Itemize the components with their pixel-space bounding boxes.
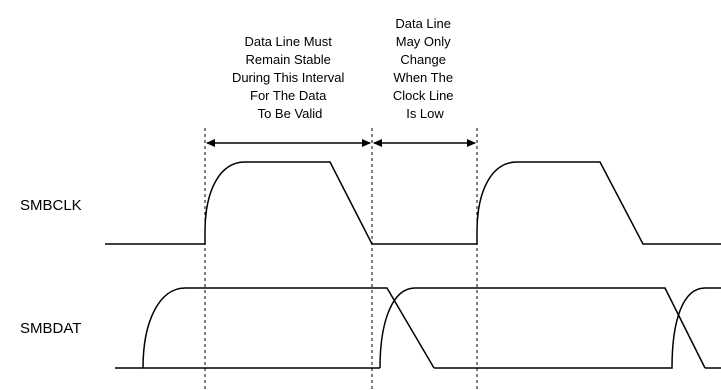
arrowhead-right	[362, 139, 371, 147]
arrowhead-left	[373, 139, 382, 147]
arrowhead-right	[467, 139, 476, 147]
stable-interval-note: Data Line Must Remain Stable During This…	[232, 34, 348, 121]
stable-note-line-3: During This Interval	[232, 70, 345, 85]
change-interval-arrow	[373, 139, 476, 147]
change-note-line-2: May Only	[396, 34, 451, 49]
change-note-line-4: When The	[393, 70, 453, 85]
stable-note-line-4: For The Data	[250, 88, 327, 103]
change-note-line-1: Data Line	[395, 16, 451, 31]
change-note-line-5: Clock Line	[393, 88, 454, 103]
smbdat-waveform-high-2	[379, 287, 706, 369]
smbclk-label: SMBCLK	[20, 197, 82, 214]
smbdat-waveform-high	[115, 287, 435, 369]
stable-note-line-1: Data Line Must	[244, 34, 332, 49]
smbclk-waveform	[105, 161, 721, 245]
change-note-line-3: Change	[400, 52, 446, 67]
stable-note-line-2: Remain Stable	[246, 52, 331, 67]
stable-interval-arrow	[206, 139, 371, 147]
smbdat-label: SMBDAT	[20, 320, 81, 337]
smbdat-waveform-low-2	[434, 287, 721, 369]
change-note-line-6: Is Low	[406, 106, 444, 121]
arrowhead-left	[206, 139, 215, 147]
stable-note-line-5: To Be Valid	[258, 106, 323, 121]
change-interval-note: Data Line May Only Change When The Clock…	[393, 16, 457, 121]
